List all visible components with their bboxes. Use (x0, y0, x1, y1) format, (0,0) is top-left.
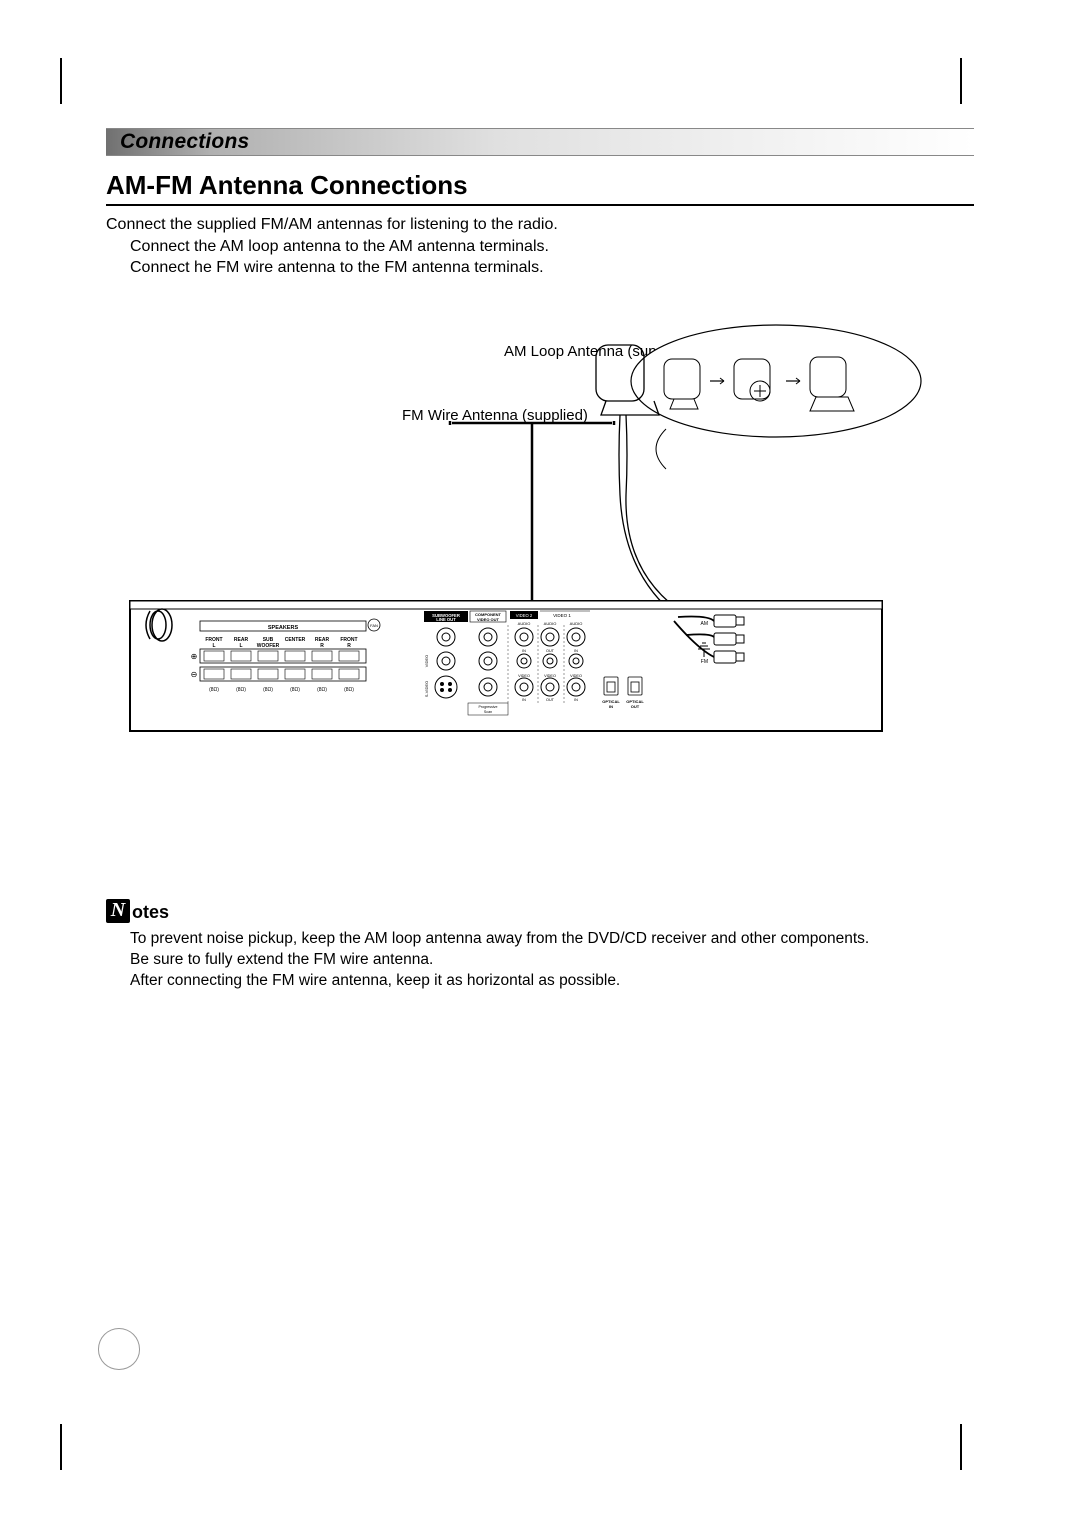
svg-text:⊖: ⊖ (191, 670, 198, 679)
svg-text:R: R (320, 643, 324, 649)
svg-text:CENTER: CENTER (285, 637, 306, 643)
page-number-circle (98, 1328, 140, 1370)
svg-text:FM: FM (701, 659, 708, 665)
crop-mark (960, 58, 962, 104)
svg-text:OUT: OUT (631, 704, 640, 709)
svg-text:L: L (239, 643, 242, 649)
diagram-svg: SPEAKERS FRONT REAR SUB CENTER REAR FRON… (106, 319, 974, 799)
svg-text:LINE OUT: LINE OUT (436, 617, 456, 622)
svg-text:WOOFER: WOOFER (257, 643, 280, 649)
notes-initial-icon: N (106, 899, 130, 923)
svg-text:AUDIO: AUDIO (570, 621, 583, 626)
crop-mark (60, 58, 62, 104)
svg-text:IN: IN (609, 704, 613, 709)
crop-mark (60, 1424, 62, 1470)
label-speakers: SPEAKERS (268, 625, 299, 631)
svg-text:(8Ω): (8Ω) (263, 687, 273, 693)
svg-text:Progressive: Progressive (479, 705, 498, 709)
svg-text:IN: IN (522, 649, 526, 653)
svg-text:R: R (347, 643, 351, 649)
svg-text:VIDEO: VIDEO (570, 674, 582, 678)
notes-line: After connecting the FM wire antenna, ke… (130, 971, 974, 992)
notes-heading: otes (132, 902, 169, 923)
svg-text:AUDIO: AUDIO (544, 621, 557, 626)
svg-text:VIDEO 1: VIDEO 1 (553, 613, 571, 618)
intro-text: Connect the supplied FM/AM antennas for … (106, 214, 974, 279)
notes-line: Be sure to fully extend the FM wire ante… (130, 950, 974, 971)
svg-text:(8Ω): (8Ω) (209, 687, 219, 693)
svg-text:S-VIDEO: S-VIDEO (424, 681, 429, 697)
page-heading: AM-FM Antenna Connections (106, 170, 974, 206)
svg-text:AM: AM (701, 621, 709, 627)
svg-text:VIDEO OUT: VIDEO OUT (477, 617, 500, 622)
svg-text:VIDEO: VIDEO (424, 655, 429, 667)
intro-line: Connect the AM loop antenna to the AM an… (130, 236, 974, 258)
svg-text:IN: IN (522, 698, 526, 702)
intro-line: Connect the supplied FM/AM antennas for … (106, 214, 974, 236)
svg-text:FAN: FAN (370, 623, 378, 628)
notes-line: To prevent noise pickup, keep the AM loo… (130, 929, 974, 950)
section-title-bar: Connections (106, 128, 974, 156)
svg-text:Scan: Scan (484, 710, 492, 714)
svg-text:(8Ω): (8Ω) (290, 687, 300, 693)
svg-text:⊕: ⊕ (191, 652, 198, 661)
svg-text:IN: IN (574, 649, 578, 653)
svg-text:(8Ω): (8Ω) (236, 687, 246, 693)
svg-text:VIDEO: VIDEO (544, 674, 556, 678)
antenna-diagram: AM Loop Antenna (supplied) FM Wire Anten… (106, 319, 974, 799)
svg-text:IN: IN (574, 698, 578, 702)
page-content: Connections AM-FM Antenna Connections Co… (106, 128, 974, 992)
svg-text:OUT: OUT (546, 698, 555, 702)
svg-text:(8Ω): (8Ω) (317, 687, 327, 693)
svg-text:(8Ω): (8Ω) (344, 687, 354, 693)
notes-section: N otes To prevent noise pickup, keep the… (106, 899, 974, 992)
svg-text:AUDIO: AUDIO (518, 621, 531, 626)
crop-mark (960, 1424, 962, 1470)
svg-text:L: L (212, 643, 215, 649)
svg-text:VIDEO 2: VIDEO 2 (516, 613, 533, 618)
svg-text:OUT: OUT (546, 649, 555, 653)
section-title: Connections (120, 130, 249, 154)
intro-line: Connect he FM wire antenna to the FM ant… (130, 257, 974, 279)
svg-text:VIDEO: VIDEO (518, 674, 530, 678)
